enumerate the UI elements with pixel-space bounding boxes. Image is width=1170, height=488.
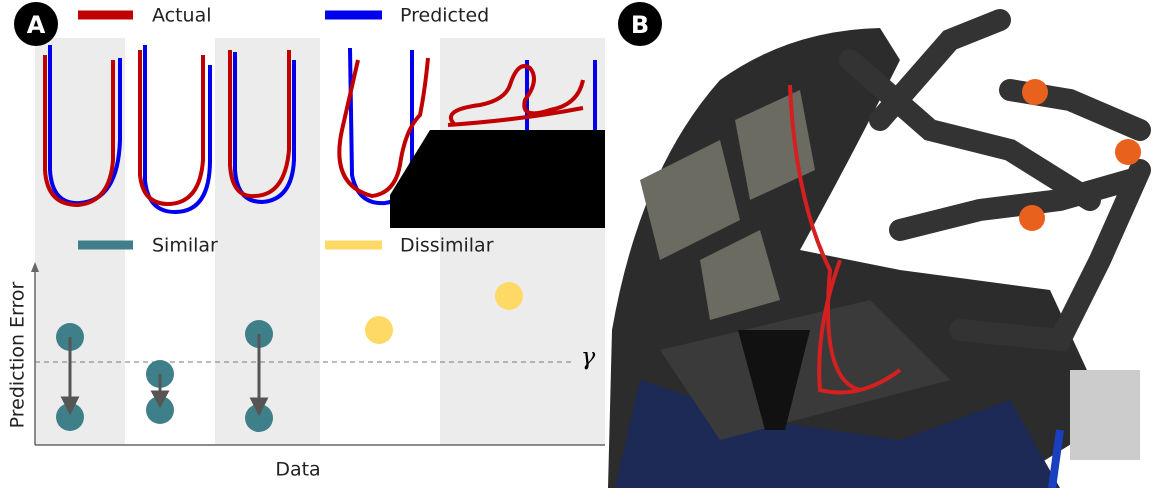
panel-label: A: [27, 11, 46, 39]
threshold-label: γ: [581, 343, 596, 371]
legend-label: Predicted: [400, 5, 489, 27]
legend-label: Actual: [152, 5, 212, 27]
panel-label: B: [631, 11, 649, 39]
figure: Actual Predicted Similar Dissimilar γ Pr…: [0, 0, 1170, 488]
x-axis-label: Data: [275, 459, 320, 481]
legend-label: Dissimilar: [400, 235, 494, 257]
robot-photo: [608, 20, 1141, 488]
y-axis-label: Prediction Error: [7, 281, 29, 428]
occluder: [390, 130, 605, 228]
legend-label: Similar: [152, 235, 218, 257]
